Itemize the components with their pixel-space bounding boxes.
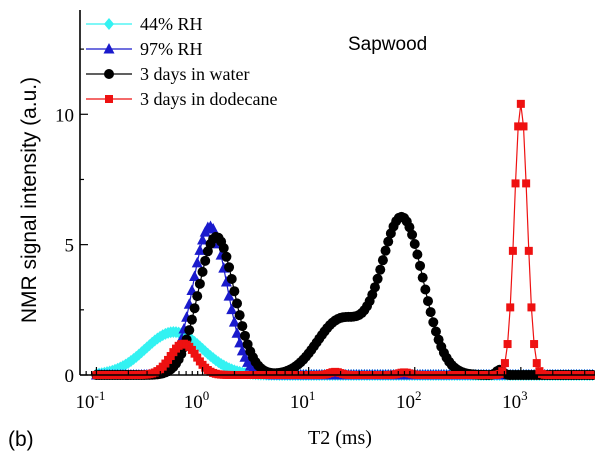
legend-label-1: 97% RH [140, 39, 203, 59]
series-point-2 [186, 314, 197, 325]
series-point-1 [191, 256, 203, 268]
series-point-2 [372, 273, 383, 284]
series-1 [90, 220, 595, 380]
series-point-3 [516, 99, 525, 108]
series-point-2 [189, 303, 200, 314]
series-point-3 [524, 246, 533, 255]
series-point-2 [380, 245, 391, 256]
y-tick-label-0: 0 [65, 366, 75, 387]
series-point-2 [377, 255, 388, 266]
series-point-2 [415, 260, 426, 271]
x-tick-exp-4: 3 [521, 388, 528, 403]
series-point-2 [239, 330, 250, 341]
y-tick-label-2: 10 [55, 105, 74, 126]
series-point-2 [200, 255, 211, 266]
series-point-2 [383, 236, 394, 247]
x-tick-exp-0: -1 [95, 388, 106, 403]
series-point-1 [226, 303, 238, 315]
series-point-1 [220, 276, 232, 287]
x-tick-exp-1: 0 [203, 388, 210, 403]
series-point-1 [231, 327, 243, 338]
series-point-2 [197, 266, 208, 277]
series-point-2 [404, 222, 415, 233]
series-point-3 [506, 303, 515, 312]
series-point-2 [425, 307, 436, 318]
series-point-2 [226, 273, 237, 284]
series-point-3 [511, 179, 520, 188]
series-point-2 [218, 243, 229, 254]
series-point-3 [519, 122, 528, 131]
x-tick-label-1: 100 [184, 388, 210, 413]
series-point-2 [409, 238, 420, 249]
series-point-2 [412, 249, 423, 260]
series-point-2 [184, 325, 195, 336]
legend-marker-2 [104, 69, 114, 79]
x-tick-base-3: 10 [396, 392, 415, 413]
x-tick-label-2: 101 [290, 388, 316, 413]
x-tick-exp-3: 2 [415, 388, 422, 403]
series-point-3 [514, 122, 523, 131]
chart-annotation: Sapwood [348, 34, 427, 55]
x-tick-base-2: 10 [290, 392, 309, 413]
series-point-3 [503, 340, 512, 349]
x-tick-label-3: 102 [396, 388, 422, 413]
series-point-1 [189, 270, 201, 281]
series-point-2 [428, 317, 439, 328]
series-point-2 [194, 278, 205, 289]
legend-label-0: 44% RH [140, 14, 203, 34]
x-tick-exp-2: 1 [309, 388, 316, 403]
series-point-2 [375, 264, 386, 275]
series-point-2 [237, 321, 248, 332]
series-point-1 [194, 244, 206, 255]
x-tick-label-0: 10-1 [76, 388, 106, 413]
series-layer [90, 99, 595, 381]
series-point-1 [223, 290, 235, 301]
series-point-3 [527, 303, 536, 312]
series-point-2 [420, 284, 431, 295]
panel-label: (b) [8, 428, 34, 451]
series-point-1 [234, 336, 246, 348]
series-point-2 [232, 298, 243, 309]
series-point-2 [192, 291, 203, 302]
series-point-2 [407, 229, 418, 240]
x-axis-label: T2 (ms) [308, 427, 372, 449]
x-tick-base-4: 10 [502, 392, 521, 413]
series-point-3 [530, 340, 539, 349]
x-tick-label-4: 103 [502, 388, 528, 413]
legend-marker-0 [104, 18, 114, 30]
series-point-2 [430, 326, 441, 337]
series-point-1 [228, 316, 240, 327]
series-point-2 [221, 251, 232, 262]
legend-marker-3 [105, 95, 113, 103]
series-point-3 [532, 359, 541, 368]
series-point-3 [522, 179, 531, 188]
series-point-2 [234, 310, 245, 321]
series-point-2 [229, 286, 240, 297]
series-point-3 [508, 246, 517, 255]
x-tick-base-1: 10 [184, 392, 203, 413]
series-point-2 [417, 272, 428, 283]
legend: 44% RH 97% RH 3 days in water 3 days in dod… [86, 14, 277, 109]
series-point-2 [224, 262, 235, 273]
y-axis-label: NMR signal intensity (a.u.) [18, 77, 41, 323]
legend-label-2: 3 days in water [140, 64, 249, 84]
series-point-2 [369, 282, 380, 293]
series-point-3 [498, 367, 507, 376]
y-tick-label-1: 5 [65, 236, 75, 257]
series-point-2 [423, 296, 434, 307]
series-point-1 [197, 233, 209, 245]
x-tick-base-0: 10 [76, 392, 95, 413]
legend-label-3: 3 days in dodecane [140, 89, 277, 109]
legend-marker-1 [103, 43, 115, 54]
series-point-3 [500, 359, 509, 368]
